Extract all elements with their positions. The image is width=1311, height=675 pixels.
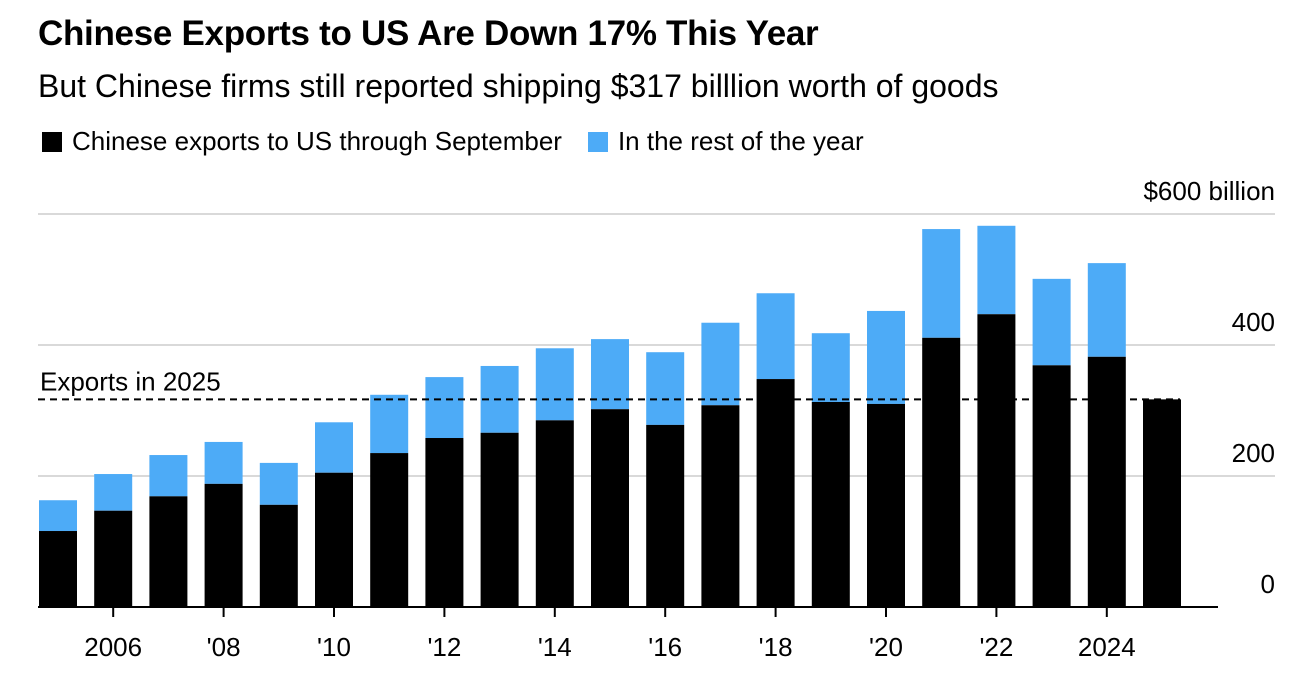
bar-rest-of-year-2008 bbox=[204, 441, 243, 484]
bar-rest-of-year-2019 bbox=[811, 333, 850, 402]
bar-rest-of-year-2021 bbox=[922, 229, 961, 338]
y-tick-label: 400 bbox=[1232, 307, 1275, 337]
x-tick-label: '12 bbox=[427, 632, 461, 662]
x-tick-label: '18 bbox=[759, 632, 793, 662]
bar-rest-of-year-2012 bbox=[425, 377, 464, 439]
x-tick-label: '22 bbox=[979, 632, 1013, 662]
bar-through-september-2006 bbox=[94, 510, 133, 607]
bar-rest-of-year-2022 bbox=[977, 225, 1016, 315]
bar-through-september-2012 bbox=[425, 438, 464, 607]
bar-through-september-2020 bbox=[867, 403, 905, 607]
bar-rest-of-year-2014 bbox=[535, 348, 574, 421]
bar-rest-of-year-2024 bbox=[1087, 263, 1126, 357]
bar-through-september-2021 bbox=[922, 337, 961, 607]
bar-through-september-2024 bbox=[1087, 356, 1126, 607]
bar-through-september-2016 bbox=[646, 424, 685, 607]
bar-through-september-2007 bbox=[149, 496, 188, 607]
bar-rest-of-year-2010 bbox=[315, 422, 353, 473]
bar-through-september-2019 bbox=[811, 401, 850, 607]
legend-label: Chinese exports to US through September bbox=[72, 126, 562, 156]
bar-through-september-2008 bbox=[204, 483, 243, 607]
bar-through-september-2005 bbox=[39, 531, 77, 607]
legend-item-through-september: Chinese exports to US through September bbox=[42, 126, 562, 157]
y-tick-label: 0 bbox=[1261, 569, 1275, 599]
bar-through-september-2018 bbox=[756, 379, 795, 607]
chart-subtitle: But Chinese firms still reported shippin… bbox=[38, 68, 999, 104]
bar-through-september-2013 bbox=[480, 432, 519, 607]
bar-through-september-2010 bbox=[315, 472, 353, 607]
bar-through-september-2023 bbox=[1032, 365, 1071, 607]
legend-label: In the rest of the year bbox=[617, 126, 864, 156]
y-tick-label: 200 bbox=[1232, 438, 1275, 468]
bar-rest-of-year-2007 bbox=[149, 455, 188, 497]
x-tick-label: '10 bbox=[317, 632, 351, 662]
x-tick-label: '20 bbox=[869, 632, 903, 662]
bar-rest-of-year-2018 bbox=[756, 293, 795, 380]
bar-through-september-2009 bbox=[259, 504, 298, 607]
bar-rest-of-year-2017 bbox=[701, 322, 740, 406]
legend: Chinese exports to US through September … bbox=[42, 126, 890, 157]
legend-item-rest-of-year: In the rest of the year bbox=[587, 126, 864, 157]
bar-rest-of-year-2011 bbox=[370, 394, 409, 454]
y-tick-label: $600 billion bbox=[1143, 176, 1275, 206]
bar-rest-of-year-2009 bbox=[259, 462, 298, 505]
bar-rest-of-year-2016 bbox=[646, 352, 685, 425]
x-tick-label: 2006 bbox=[84, 632, 142, 662]
bar-rest-of-year-2023 bbox=[1032, 278, 1071, 366]
bar-rest-of-year-2005 bbox=[39, 500, 77, 532]
reference-line-label: Exports in 2025 bbox=[40, 366, 221, 396]
bar-through-september-2022 bbox=[977, 314, 1016, 607]
bar-through-september-2025 bbox=[1143, 399, 1181, 607]
bar-rest-of-year-2015 bbox=[591, 339, 629, 410]
bar-through-september-2015 bbox=[591, 409, 629, 607]
bar-rest-of-year-2006 bbox=[94, 474, 133, 511]
chart-title: Chinese Exports to US Are Down 17% This … bbox=[38, 14, 819, 53]
x-tick-label: 2024 bbox=[1078, 632, 1136, 662]
bar-rest-of-year-2020 bbox=[867, 310, 905, 404]
legend-swatch-blue bbox=[587, 131, 608, 152]
bar-through-september-2011 bbox=[370, 453, 409, 607]
legend-swatch-black bbox=[42, 131, 62, 152]
x-tick-label: '14 bbox=[538, 632, 572, 662]
x-tick-label: '16 bbox=[648, 632, 682, 662]
bar-through-september-2017 bbox=[701, 405, 740, 607]
bar-through-september-2014 bbox=[535, 420, 574, 607]
x-tick-label: '08 bbox=[207, 632, 241, 662]
